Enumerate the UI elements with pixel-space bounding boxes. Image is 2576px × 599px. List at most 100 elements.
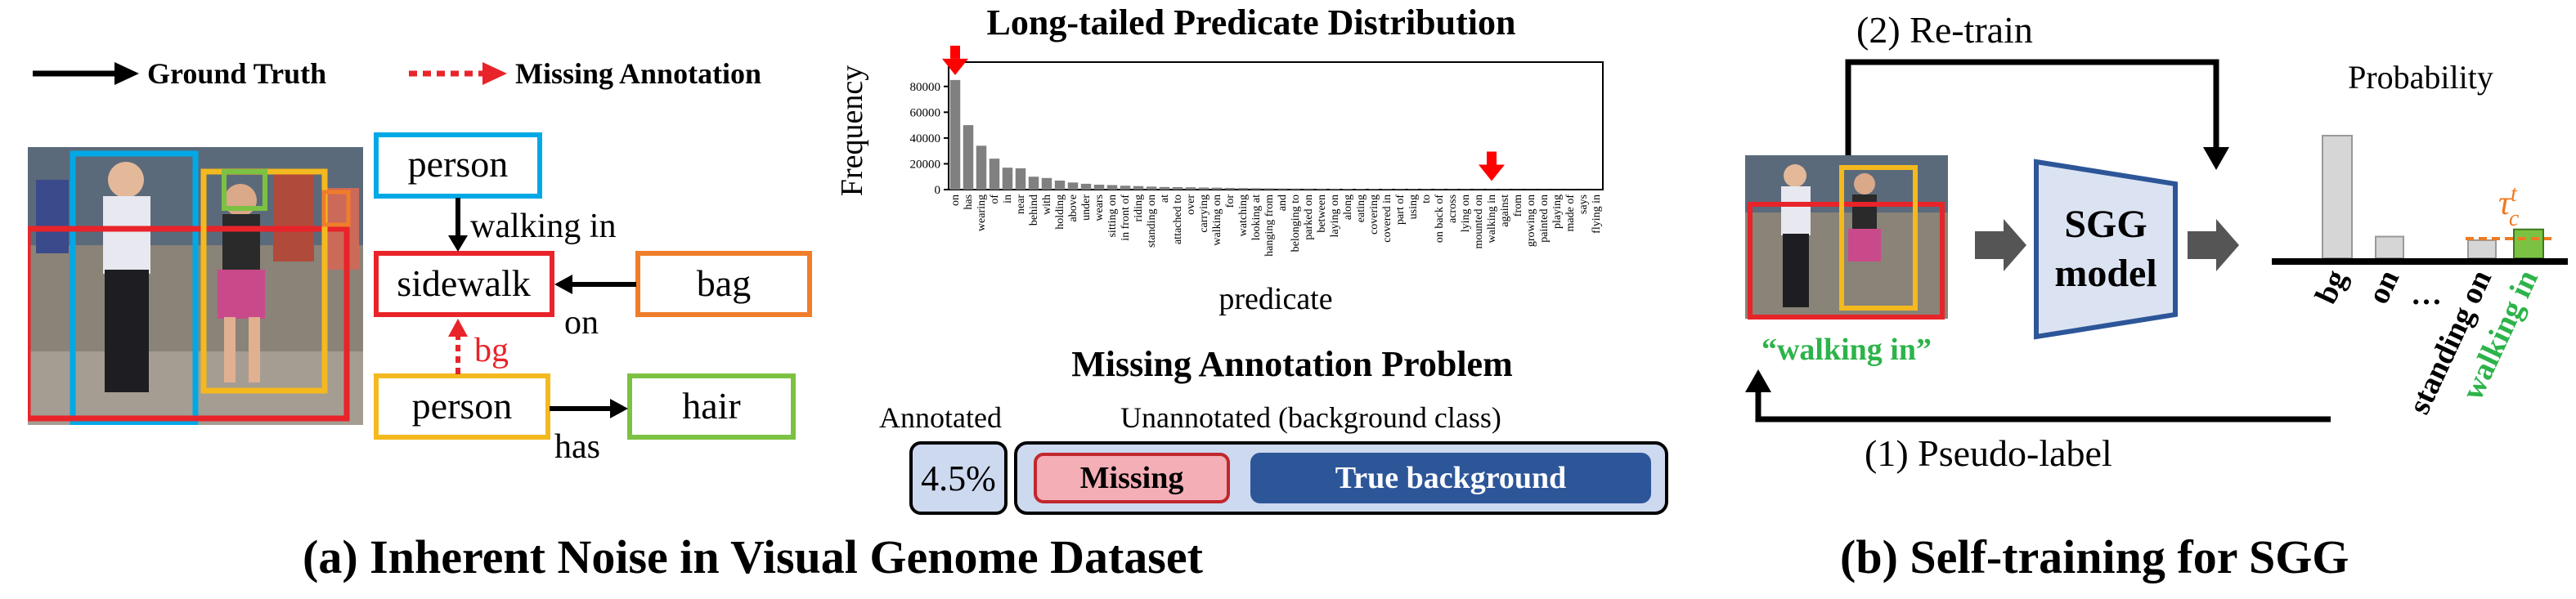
bar: [1185, 187, 1196, 190]
bar: [1159, 186, 1170, 190]
edge-walking-in: walking in: [470, 208, 616, 245]
x-tick-label: wearing: [976, 194, 988, 231]
x-tick-label: in front of: [1120, 194, 1132, 241]
highlight-marker-head: [1479, 164, 1505, 181]
bar: [1120, 186, 1131, 190]
x-tick-label: watching: [1237, 194, 1250, 236]
x-tick-label: eating: [1355, 194, 1367, 222]
threshold-label: τt c: [2498, 181, 2520, 231]
probability-bar: [2513, 228, 2544, 259]
probability-bar: [2467, 239, 2497, 259]
highlight-marker: [950, 45, 960, 59]
x-tick-label: near: [1015, 194, 1027, 214]
edge-on: on: [564, 304, 599, 342]
x-tick-label: playing: [1551, 194, 1564, 229]
bar: [1028, 177, 1039, 190]
node-sidewalk: [374, 251, 554, 317]
y-tick-label: 0: [935, 184, 941, 197]
x-tick-label: walking in: [1486, 194, 1498, 244]
annotated-label: Annotated: [879, 401, 1002, 434]
bar: [1329, 188, 1340, 190]
x-tick-label: above: [1067, 194, 1079, 221]
annotated-percentage: 4.5%: [921, 458, 996, 498]
probability-class-label: on: [2361, 265, 2406, 309]
x-tick-label: carrying: [1198, 194, 1210, 233]
bar: [1277, 188, 1288, 190]
bar: [1106, 185, 1118, 190]
x-tick-label: standing on: [1146, 194, 1158, 248]
y-tick-label: 20000: [910, 158, 941, 171]
hair-box-green: [222, 169, 267, 211]
node-bag: [635, 251, 812, 317]
bar: [1290, 188, 1301, 190]
x-tick-label: hanging from: [1263, 194, 1276, 257]
probability-title: Probability: [2348, 59, 2493, 96]
x-tick-label: covered in: [1381, 194, 1393, 243]
x-tick-label: in: [1002, 194, 1014, 203]
input-arrow: [1975, 219, 2026, 271]
probability-bar: [2375, 235, 2404, 260]
bar: [1133, 186, 1144, 190]
bar: [1381, 189, 1393, 190]
node-hair-label: hair: [682, 385, 741, 427]
predicate-distribution-chart: Long-tailed Predicate Distribution Frequ…: [835, 2, 1604, 316]
bag-box-orange: [321, 190, 351, 227]
x-tick-label: under: [1080, 194, 1093, 221]
x-tick-label: to: [1420, 194, 1433, 203]
person-box-blue: [70, 150, 199, 425]
bar: [1263, 188, 1275, 190]
bar: [1054, 180, 1066, 190]
bar: [963, 125, 974, 190]
x-tick-label: using: [1407, 194, 1420, 219]
caption-b: (b) Self-training for SGG: [1840, 530, 2349, 583]
annotated-box: 4.5%: [909, 441, 1008, 515]
bar: [1093, 185, 1105, 190]
x-tick-label: sitting on: [1106, 194, 1119, 238]
training-photo: [1745, 155, 1948, 320]
retrain-label: (2) Re-train: [1856, 9, 2033, 51]
y-tick-label: 60000: [910, 106, 941, 119]
bar: [1041, 177, 1052, 190]
legend: Ground Truth Missing Annotation: [33, 57, 761, 90]
retrain-arrow: [1845, 59, 2219, 155]
bar: [1447, 189, 1458, 190]
chart-frame: [948, 61, 1604, 190]
predicted-label: “walking in”: [1761, 333, 1932, 367]
x-tick-label: at: [1159, 194, 1171, 203]
node-sidewalk-label: sidewalk: [397, 262, 531, 304]
unannotated-box: Missing True background: [1014, 441, 1668, 515]
bar: [976, 145, 987, 190]
sidewalk-box: [1748, 202, 1945, 320]
chart-xlabel: predicate: [1218, 282, 1332, 316]
x-tick-label: parked on: [1303, 194, 1315, 240]
highlight-marker-head: [942, 58, 968, 75]
probability-class-label: …: [2411, 277, 2442, 311]
x-tick-label: attached to: [1172, 194, 1184, 244]
sgg-model: [2034, 159, 2178, 340]
bar: [1460, 189, 1471, 190]
street-photo: [28, 147, 363, 425]
y-tick-label: 80000: [910, 81, 941, 94]
bar: [1198, 187, 1209, 190]
true-background-box: True background: [1250, 453, 1651, 503]
y-tick-label: 40000: [910, 132, 941, 145]
x-tick-label: part of: [1394, 194, 1407, 225]
bar: [1486, 189, 1497, 190]
node-hair: [627, 373, 796, 440]
x-tick-label: on back of: [1434, 194, 1446, 243]
x-tick-label: wears: [1093, 194, 1106, 221]
bar: [989, 159, 1000, 190]
pseudo-label-label: (1) Pseudo-label: [1865, 432, 2112, 474]
x-tick-label: painted on: [1538, 194, 1551, 243]
bar: [1368, 189, 1380, 190]
bar: [1420, 189, 1432, 190]
missing-annotation-title: Missing Annotation Problem: [1071, 344, 1513, 384]
bar: [1015, 168, 1026, 190]
bar: [1224, 187, 1236, 190]
person-box: [1839, 165, 1918, 311]
x-tick-label: covering: [1368, 194, 1380, 235]
bar: [1303, 188, 1314, 190]
x-tick-label: with: [1041, 194, 1053, 215]
node-person-top: [374, 132, 542, 199]
bar: [1172, 187, 1183, 190]
